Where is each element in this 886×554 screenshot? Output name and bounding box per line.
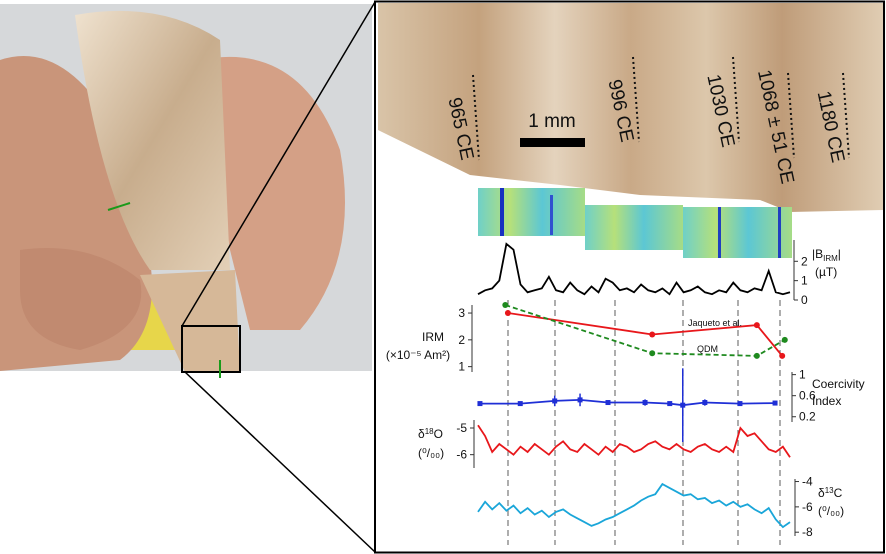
y-label: Coercivity: [812, 377, 865, 391]
y-tick-label: 1: [458, 360, 465, 374]
legend-label: QDM: [697, 344, 718, 354]
y-tick-label: -6: [802, 500, 813, 514]
y-tick-label: -5: [456, 421, 467, 435]
y-tick-label: 1: [799, 368, 806, 382]
point: [772, 400, 778, 406]
date-line: [732, 56, 740, 143]
data-line: [507, 312, 783, 357]
y-tick-label: 3: [458, 306, 465, 320]
legend-label: Jaqueto et al.: [688, 318, 742, 328]
date-line: [632, 56, 640, 143]
y-tick-label: 0.6: [799, 389, 816, 403]
point: [649, 331, 656, 338]
decoration: [181, 1, 376, 327]
point: [577, 397, 583, 403]
data-line: [505, 304, 786, 357]
y-unit: Index: [812, 394, 841, 408]
left-photo: [0, 4, 372, 378]
y-tick-label: -4: [802, 475, 813, 489]
point: [781, 336, 788, 343]
point: [477, 401, 483, 407]
point: [504, 310, 511, 317]
decoration: [184, 371, 376, 553]
point: [702, 400, 708, 406]
y-label: δ18O: [418, 427, 443, 441]
decoration: [200, 56, 345, 331]
y-tick-label: -8: [802, 525, 813, 539]
point: [667, 401, 673, 407]
y-unit: (⁰/₀₀): [818, 504, 844, 518]
decoration: [718, 207, 721, 258]
point: [502, 302, 509, 308]
point: [737, 401, 743, 407]
y-tick-label: 2: [458, 333, 465, 347]
y-tick-label: 1: [801, 274, 808, 288]
decoration: [20, 248, 142, 350]
data-line: [477, 424, 791, 458]
decoration: [140, 270, 240, 372]
date-line: [842, 72, 850, 159]
decoration: [181, 325, 241, 373]
y-unit: (µT): [815, 265, 837, 279]
point: [552, 398, 558, 404]
y-tick-label: 0.2: [799, 410, 816, 424]
y-unit: (⁰/₀₀): [418, 446, 444, 460]
date-line: [472, 74, 480, 161]
decoration: [478, 188, 585, 236]
decoration: [75, 10, 230, 271]
shell-section: 1 mm 965 CE 996 CE 1030 CE 1068 ± 51 CE 1180…: [378, 3, 883, 212]
decoration: [378, 3, 883, 212]
data-line: [477, 482, 791, 529]
decoration: [585, 205, 683, 250]
y-tick-label: 0: [801, 293, 808, 307]
decoration: [683, 207, 792, 258]
point: [517, 401, 523, 407]
date-line: [787, 72, 795, 159]
data-line: [477, 242, 791, 296]
y-tick-label: -6: [456, 448, 467, 462]
y-label: |BIRM|: [812, 247, 841, 263]
point: [642, 400, 648, 406]
decoration: [520, 138, 585, 147]
y-unit: (×10⁻⁵ Am²): [386, 348, 450, 362]
point: [680, 402, 686, 408]
y-tick-label: 2: [801, 254, 808, 268]
decoration: [550, 195, 553, 235]
decoration: [778, 207, 781, 258]
point: [753, 322, 760, 329]
point: [753, 352, 760, 359]
point: [605, 400, 611, 406]
decoration: [107, 202, 131, 211]
qdm-maps: [478, 188, 792, 258]
scale-label: 1 mm: [528, 111, 576, 132]
decoration: [500, 188, 504, 236]
y-label: IRM: [422, 330, 444, 344]
y-label: δ13C: [818, 486, 843, 500]
point: [649, 350, 656, 357]
point: [779, 352, 786, 359]
